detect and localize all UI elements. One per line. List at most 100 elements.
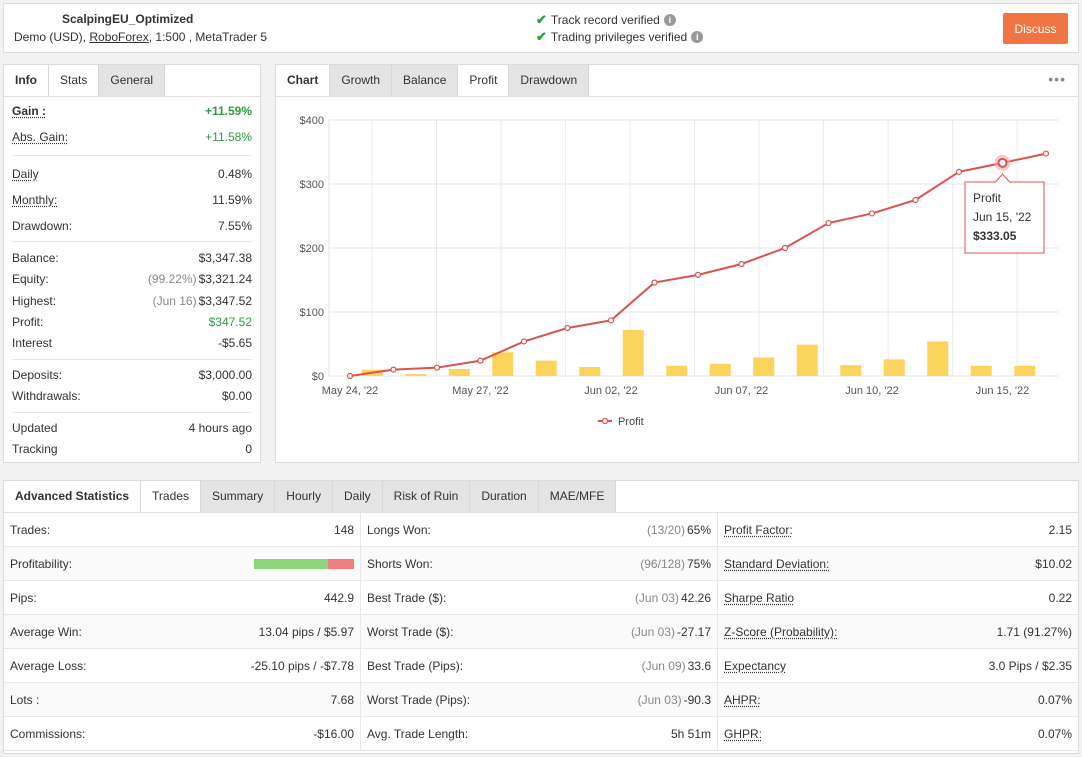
profit-point	[781, 244, 789, 252]
trade-stat-label: Profitability:	[10, 556, 73, 571]
tab-info[interactable]: Info	[4, 65, 49, 96]
tab-stats[interactable]: Stats	[49, 65, 100, 96]
more-options-icon[interactable]: •••	[1048, 71, 1066, 87]
profit-bar	[709, 363, 731, 376]
profit-point	[912, 196, 919, 204]
trade-stat-col1-4: Average Loss: -25.10 pips / -$7.78	[4, 649, 361, 683]
legend-label: Profit	[618, 416, 644, 428]
trade-stat-label[interactable]: Z-Score (Probability):	[724, 624, 838, 639]
highlight-point	[997, 157, 1008, 168]
trade-stat-number: 1.71 (91.27%)	[996, 624, 1072, 639]
discuss-button[interactable]: Discuss	[1003, 13, 1068, 44]
trade-stat-number: 442.9	[323, 590, 354, 605]
profit-point	[651, 279, 658, 286]
legend-point-swatch	[601, 417, 609, 425]
track-record-verified: ✔ Track record verified i	[536, 12, 676, 28]
profit-bar	[622, 329, 644, 376]
trade-stat-value: 0.22	[1049, 591, 1072, 605]
profit-bar	[753, 357, 775, 376]
trade-stat-label: Best Trade ($):	[367, 590, 447, 605]
x-tick-label: Jun 02, '22	[584, 385, 637, 397]
stat-equity: Equity: (99.22%) $3,321.24	[12, 272, 252, 286]
trade-stat-label[interactable]: AHPR:	[724, 692, 761, 707]
profitability-lost-segment	[328, 558, 354, 569]
tab-drawdown[interactable]: Drawdown	[509, 65, 590, 96]
trade-stat-label[interactable]: Profit Factor:	[724, 522, 793, 537]
trade-stat-col2-3: Worst Trade ($): (Jun 03) -27.17	[361, 615, 718, 649]
tab-balance[interactable]: Balance	[392, 65, 459, 96]
profit-bar	[796, 344, 818, 376]
trade-stat-number: 2.15	[1048, 522, 1072, 537]
account-type: Demo (USD),	[14, 30, 87, 44]
stat-interest: Interest -$5.65	[12, 336, 252, 350]
profit-bar	[883, 359, 905, 376]
profit-point	[433, 364, 441, 371]
tab-general[interactable]: General	[99, 65, 166, 96]
stat-daily: Daily 0.48%	[12, 167, 252, 181]
y-tick-label: $300	[300, 179, 324, 191]
info-icon[interactable]: i	[663, 14, 676, 26]
profit-point	[694, 271, 702, 278]
profit-point	[825, 219, 832, 227]
x-tick-label: Jun 10, '22	[845, 385, 898, 397]
trade-stat-label[interactable]: Sharpe Ratio	[724, 590, 795, 605]
tab-duration[interactable]: Duration	[470, 481, 539, 512]
tab-advanced-statistics[interactable]: Advanced Statistics	[4, 481, 142, 512]
trade-stat-value: -25.10 pips / -$7.78	[251, 659, 354, 673]
trade-stat-col1-1: Profitability:	[4, 547, 361, 581]
trade-stat-col3-0: Profit Factor: 2.15	[718, 513, 1078, 547]
trade-stat-number: 65%	[686, 522, 711, 537]
trade-stat-label[interactable]: GHPR:	[724, 726, 763, 741]
stat-updated: Updated 4 hours ago	[12, 421, 252, 435]
trade-stat-value: (96/128) 75%	[640, 557, 711, 571]
stat-deposits: Deposits: $3,000.00	[12, 368, 252, 382]
trade-stat-value: 5h 51m	[671, 727, 711, 741]
trade-stat-number: $10.02	[1035, 556, 1072, 571]
trade-stat-detail: (96/128)	[640, 556, 685, 571]
stat-withdrawals: Withdrawals: $0.00	[12, 389, 252, 403]
chart-panel: Chart Growth Balance Profit Drawdown •••…	[275, 64, 1079, 463]
tab-summary[interactable]: Summary	[200, 481, 276, 512]
tab-chart[interactable]: Chart	[276, 65, 331, 96]
profit-point	[346, 372, 354, 380]
tab-trades[interactable]: Trades	[141, 481, 201, 512]
trade-stat-value: 13.04 pips / $5.97	[259, 625, 354, 639]
profit-bar	[405, 374, 427, 376]
trade-stat-number: 75%	[686, 556, 711, 571]
tab-hourly[interactable]: Hourly	[275, 481, 333, 512]
trade-stat-detail: (Jun 03)	[634, 590, 679, 605]
tab-daily[interactable]: Daily	[332, 481, 383, 512]
tab-growth[interactable]: Growth	[330, 65, 393, 96]
trade-stat-number: 13.04 pips / $5.97	[258, 624, 354, 639]
trade-stat-label[interactable]: Expectancy	[724, 658, 787, 673]
trade-stat-label: Shorts Won:	[367, 556, 433, 571]
tab-mae-mfe[interactable]: MAE/MFE	[538, 481, 617, 512]
tooltip-title: Profit	[973, 191, 1002, 205]
tooltip-date: Jun 15, '22	[973, 210, 1032, 224]
tooltip-value: $333.05	[973, 229, 1017, 243]
check-icon: ✔	[536, 12, 547, 27]
stat-drawdown: Drawdown: 7.55%	[12, 219, 252, 233]
x-tick-label: May 24, '22	[322, 385, 379, 397]
trade-stat-col3-4: Expectancy 3.0 Pips / $2.35	[718, 649, 1078, 683]
trade-stat-number: -27.17	[676, 624, 711, 639]
trade-stat-number: 42.26	[680, 590, 711, 605]
trade-stat-label: Commissions:	[10, 726, 86, 741]
trade-stat-col1-3: Average Win: 13.04 pips / $5.97	[4, 615, 361, 649]
trade-stat-detail: (Jun 03)	[630, 624, 675, 639]
trade-stat-value: 0.07%	[1038, 727, 1072, 741]
profit-chart: $400 $300 $200 $100 $0 May 24, '22 May 27, '22…	[300, 115, 1058, 428]
broker-link[interactable]: RoboForex	[89, 30, 149, 44]
trade-stat-value: (13/20) 65%	[647, 523, 711, 537]
info-tabs: Info Stats General	[4, 65, 260, 97]
profitability-bar	[254, 558, 354, 569]
trade-stat-col2-4: Best Trade (Pips): (Jun 09) 33.6	[361, 649, 718, 683]
tab-profit[interactable]: Profit	[458, 65, 510, 96]
info-icon[interactable]: i	[691, 31, 704, 43]
profit-point	[607, 317, 615, 324]
account-header: ScalpingEU_Optimized Demo (USD), RoboFor…	[3, 3, 1079, 53]
trade-stat-label[interactable]: Standard Deviation:	[724, 556, 830, 571]
tab-risk-of-ruin[interactable]: Risk of Ruin	[382, 481, 471, 512]
trade-stat-detail: (Jun 09)	[641, 658, 686, 673]
trade-stat-label: Pips:	[10, 590, 37, 605]
